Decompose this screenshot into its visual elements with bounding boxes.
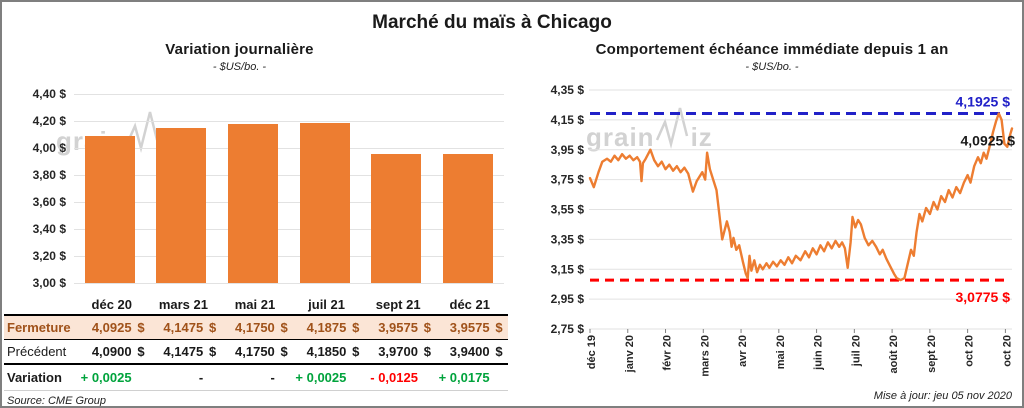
fermeture-value: 4,1875 $ xyxy=(306,320,360,335)
gridline xyxy=(74,229,504,230)
x-axis-label: oct 20 xyxy=(964,335,976,367)
x-axis-label: juil 20 xyxy=(850,335,862,367)
y-axis-label: 3,35 $ xyxy=(551,232,585,246)
grainwiz-watermark: grain iz xyxy=(56,110,183,154)
y-axis-label: 4,40 $ xyxy=(32,87,66,101)
y-axis-label: 3,55 $ xyxy=(551,203,585,217)
fermeture-value: 4,1475 $ xyxy=(163,320,217,335)
column-header: mai 21 xyxy=(234,296,276,312)
precedent-value: 4,0900 $ xyxy=(91,344,145,359)
y-axis-label: 3,60 $ xyxy=(32,195,66,209)
precedent-row: Précédent 4,0900 $ 4,1475 $ 4,1750 $ 4,1850… xyxy=(4,340,508,365)
precedent-value: 4,1475 $ xyxy=(163,344,217,359)
x-axis-label: janv 20 xyxy=(624,335,636,373)
x-axis-label: oct 20 xyxy=(1001,335,1013,367)
gridline xyxy=(74,94,504,95)
x-axis-label: déc 19 xyxy=(586,335,598,369)
x-axis-label: mai 20 xyxy=(775,335,787,369)
column-header: mars 21 xyxy=(158,296,208,312)
page-title: Marché du maïs à Chicago xyxy=(372,12,612,33)
y-axis-label: 3,95 $ xyxy=(551,143,585,157)
bar xyxy=(228,124,278,283)
y-axis-label: 3,80 $ xyxy=(32,168,66,182)
variation-value: + 0,0175 xyxy=(438,370,490,385)
fermeture-row: Fermeture 4,0925 $ 4,1475 $ 4,1750 $ 4,1875… xyxy=(4,316,508,340)
variation-value: + 0,0025 xyxy=(80,370,132,385)
bar xyxy=(299,122,350,283)
x-axis-label: avr 20 xyxy=(737,335,749,367)
grainwiz-watermark: grain iz xyxy=(586,106,713,150)
bar-chart-title: Variation journalière xyxy=(165,41,314,58)
quote-table: déc 20 mars 21 mai 21 juil 21 sept 21 dé… xyxy=(4,294,508,407)
bar-chart-subtitle: - $US/bo. - xyxy=(212,61,267,73)
variation-row: Variation + 0,0025 - - + 0,0025 - 0,0125… xyxy=(4,365,508,391)
y-axis-label: 3,75 $ xyxy=(551,173,585,187)
watermark-text-left: grain xyxy=(586,122,655,152)
precedent-value: 4,1850 $ xyxy=(306,344,360,359)
line-chart-title: Comportement échéance immédiate depuis 1… xyxy=(595,41,949,58)
y-axis-label: 3,15 $ xyxy=(551,262,585,276)
line-chart-plot: 4,35 $ 4,15 $ 3,95 $ 3,75 $ 3,55 $ 3,35 $ 3,15… xyxy=(551,83,1016,377)
variation-value: - xyxy=(270,370,275,385)
y-axis-label: 3,20 $ xyxy=(32,249,66,263)
fermeture-value: 4,0925 $ xyxy=(91,320,145,335)
y-axis-label: 2,75 $ xyxy=(551,322,585,336)
precedent-value: 3,9400 $ xyxy=(449,344,503,359)
bar xyxy=(84,135,135,283)
x-axis-label: sept 20 xyxy=(926,335,938,373)
updated-note: Mise à jour: jeu 05 nov 2020 xyxy=(873,390,1012,402)
watermark-spike-icon xyxy=(125,111,158,153)
fermeture-value: 3,9575 $ xyxy=(449,320,503,335)
last-value-label: 4,0925 $ xyxy=(961,132,1016,148)
column-header: déc 21 xyxy=(449,296,490,312)
bar xyxy=(442,153,493,283)
column-header: déc 20 xyxy=(91,296,133,312)
x-axis-label: août 20 xyxy=(888,335,900,374)
price-line xyxy=(588,112,1014,282)
y-axis-label: 4,35 $ xyxy=(551,83,585,97)
precedent-value: 4,1750 $ xyxy=(235,344,288,359)
bar xyxy=(371,153,422,283)
watermark-text-left: grain xyxy=(56,126,125,156)
y-axis-label: 4,15 $ xyxy=(551,113,585,127)
watermark-text-right: iz xyxy=(160,126,183,156)
variation-value: - 0,0125 xyxy=(370,370,418,385)
watermark-spike-icon xyxy=(655,107,688,149)
line-chart-subtitle: - $US/bo. - xyxy=(745,61,799,73)
variation-value: + 0,0025 xyxy=(295,370,347,385)
gridline xyxy=(74,202,504,203)
fermeture-value: 3,9575 $ xyxy=(378,320,431,335)
gridline xyxy=(74,175,504,176)
y-axis-label: 3,00 $ xyxy=(32,276,66,290)
x-axis-label: févr 20 xyxy=(662,335,674,370)
watermark-text-right: iz xyxy=(690,122,713,152)
y-axis-label: 3,40 $ xyxy=(32,222,66,236)
fermeture-value: 4,1750 $ xyxy=(235,320,288,335)
x-axis-label: mars 20 xyxy=(699,335,711,377)
precedent-value: 3,9700 $ xyxy=(378,344,431,359)
high-value-label: 4,1925 $ xyxy=(956,94,1011,110)
table-header-row: déc 20 mars 21 mai 21 juil 21 sept 21 dé… xyxy=(4,294,508,316)
column-header: sept 21 xyxy=(375,296,421,312)
gridline xyxy=(74,283,504,284)
x-axis-label: juin 20 xyxy=(813,335,825,371)
column-header: juil 21 xyxy=(308,296,345,312)
row-label-variation: Variation xyxy=(7,370,62,385)
low-value-label: 3,0775 $ xyxy=(956,289,1011,305)
source-note: Source: CME Group xyxy=(7,395,107,407)
gridline xyxy=(74,256,504,257)
y-axis-label: 2,95 $ xyxy=(551,292,585,306)
row-label-precedent: Précédent xyxy=(7,344,67,359)
row-label-fermeture: Fermeture xyxy=(7,320,71,335)
variation-value: - xyxy=(198,370,204,385)
